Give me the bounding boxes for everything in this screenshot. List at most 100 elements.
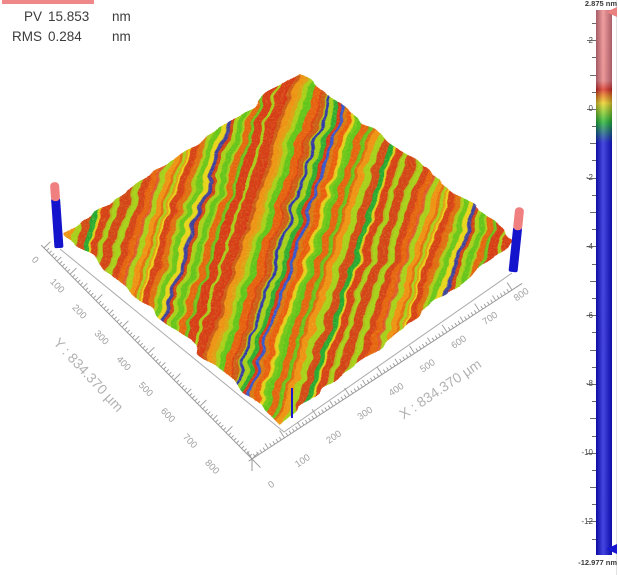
colorbar-tick: [590, 487, 596, 488]
x-axis-tick: [392, 362, 396, 367]
x-axis-tick: [402, 356, 406, 360]
x-axis-tick: [386, 367, 389, 371]
x-axis-tick: [486, 301, 490, 306]
pv-rms-readout: PV 15.853 nm RMS 0.284 nm: [0, 7, 131, 47]
colorbar-tick: [592, 22, 596, 24]
colorbar-tick: [587, 246, 596, 248]
colorbar-tick: [592, 469, 596, 471]
pv-row: PV 15.853 nm: [0, 7, 131, 27]
colorbar-tick: [590, 280, 596, 282]
x-axis-title: X : 834.370 µm: [396, 356, 484, 423]
colorbar-min-label: -12.977 nm: [578, 558, 617, 567]
y-axis-tick-label: 200: [70, 302, 89, 321]
y-axis-tick: [243, 448, 248, 452]
x-axis-tick: [427, 337, 432, 344]
x-axis-tick: [418, 345, 422, 350]
colorbar-tick: [590, 349, 596, 351]
y-axis-tick: [197, 400, 201, 404]
y-axis-tick: [137, 340, 141, 344]
colorbar-tick: [592, 229, 596, 231]
y-axis-tick: [145, 348, 149, 352]
colorbar-tick: [587, 177, 596, 179]
x-axis-tick: [376, 366, 383, 375]
y-axis-tick: [165, 369, 170, 373]
y-axis-tick: [142, 345, 146, 349]
x-axis-tick-label: 300: [356, 405, 375, 423]
colorbar-tick: [592, 366, 596, 368]
y-axis-tick: [74, 276, 79, 280]
x-axis-tick: [340, 396, 344, 401]
x-axis-tick: [496, 295, 500, 299]
colorbar-top-marker[interactable]: [606, 7, 617, 17]
x-axis-tick: [459, 316, 464, 322]
y-axis-tick: [186, 388, 192, 394]
x-axis-tick: [499, 293, 503, 297]
x-axis-tick: [269, 443, 272, 447]
x-axis-tick: [362, 379, 367, 386]
colorbar-tick: [587, 452, 596, 454]
y-axis-tick: [111, 313, 115, 317]
y-axis-tick: [46, 247, 50, 251]
y-axis-tick: [212, 414, 218, 420]
y-axis-tick: [129, 332, 133, 336]
x-axis-tick: [337, 398, 341, 403]
x-axis-tick: [321, 409, 324, 413]
y-axis-tick: [121, 320, 129, 328]
x-axis-tick: [246, 451, 253, 460]
top-left-accent-bar: [2, 0, 94, 4]
x-axis-tick: [373, 375, 376, 379]
y-axis-tick: [113, 316, 118, 320]
y-axis-tick: [158, 361, 162, 365]
x-axis-tick: [503, 291, 506, 295]
colorbar-tick-label: 0: [588, 104, 593, 114]
y-axis-tick: [139, 342, 144, 346]
x-axis-tick: [389, 364, 393, 369]
x-axis-tick-label: 100: [293, 452, 312, 470]
y-axis-tick: [100, 303, 105, 307]
x-axis-tick: [441, 331, 445, 335]
colorbar-tick: [592, 538, 596, 540]
y-axis-tick: [56, 256, 62, 262]
y-axis-tick: [163, 366, 167, 370]
x-axis-tick-label: 700: [481, 310, 500, 328]
x-axis-tick: [369, 377, 373, 382]
corner-post-right-cap: [513, 207, 524, 231]
colorbar-tick: [592, 160, 596, 162]
x-axis-tick: [262, 447, 266, 451]
y-axis-tick: [204, 408, 209, 412]
x-axis-tick-label: 200: [324, 428, 343, 446]
x-axis-tick: [259, 449, 263, 453]
x-axis-tick: [272, 441, 276, 445]
x-axis-tick: [288, 430, 292, 434]
x-axis-tick: [275, 438, 279, 443]
x-axis-tick: [324, 407, 328, 411]
x-axis-tick: [447, 326, 451, 331]
y-axis-tick: [119, 321, 123, 325]
x-axis-tick-label: 0: [266, 479, 277, 491]
x-axis-tick: [467, 314, 471, 318]
x-axis-tick: [285, 432, 289, 437]
y-axis-tick: [230, 435, 235, 439]
x-axis-tick: [431, 337, 435, 341]
y-axis-tick: [152, 355, 157, 360]
pv-value: 15.853: [48, 9, 90, 24]
x-axis-tick: [409, 345, 415, 354]
colorbar-tick-label: -4: [585, 241, 593, 251]
y-axis-tick-label: 500: [136, 380, 155, 399]
colorbar-tick-label: -8: [585, 379, 593, 389]
colorbar-tick: [587, 383, 596, 385]
x-axis-tick: [304, 419, 308, 424]
y-axis-tick: [217, 421, 222, 426]
y-axis-tick: [48, 250, 53, 254]
colorbar-bottom-marker[interactable]: [606, 544, 617, 554]
x-axis-tick: [451, 324, 454, 329]
colorbar-tick: [592, 194, 596, 196]
y-axis-tick: [228, 432, 232, 436]
y-axis-tick: [207, 411, 211, 415]
y-axis-tick: [171, 374, 175, 378]
y-axis-tick: [132, 334, 136, 338]
colorbar-tick: [592, 435, 596, 437]
x-axis-tick: [297, 422, 302, 428]
x-axis-tick: [317, 411, 321, 415]
